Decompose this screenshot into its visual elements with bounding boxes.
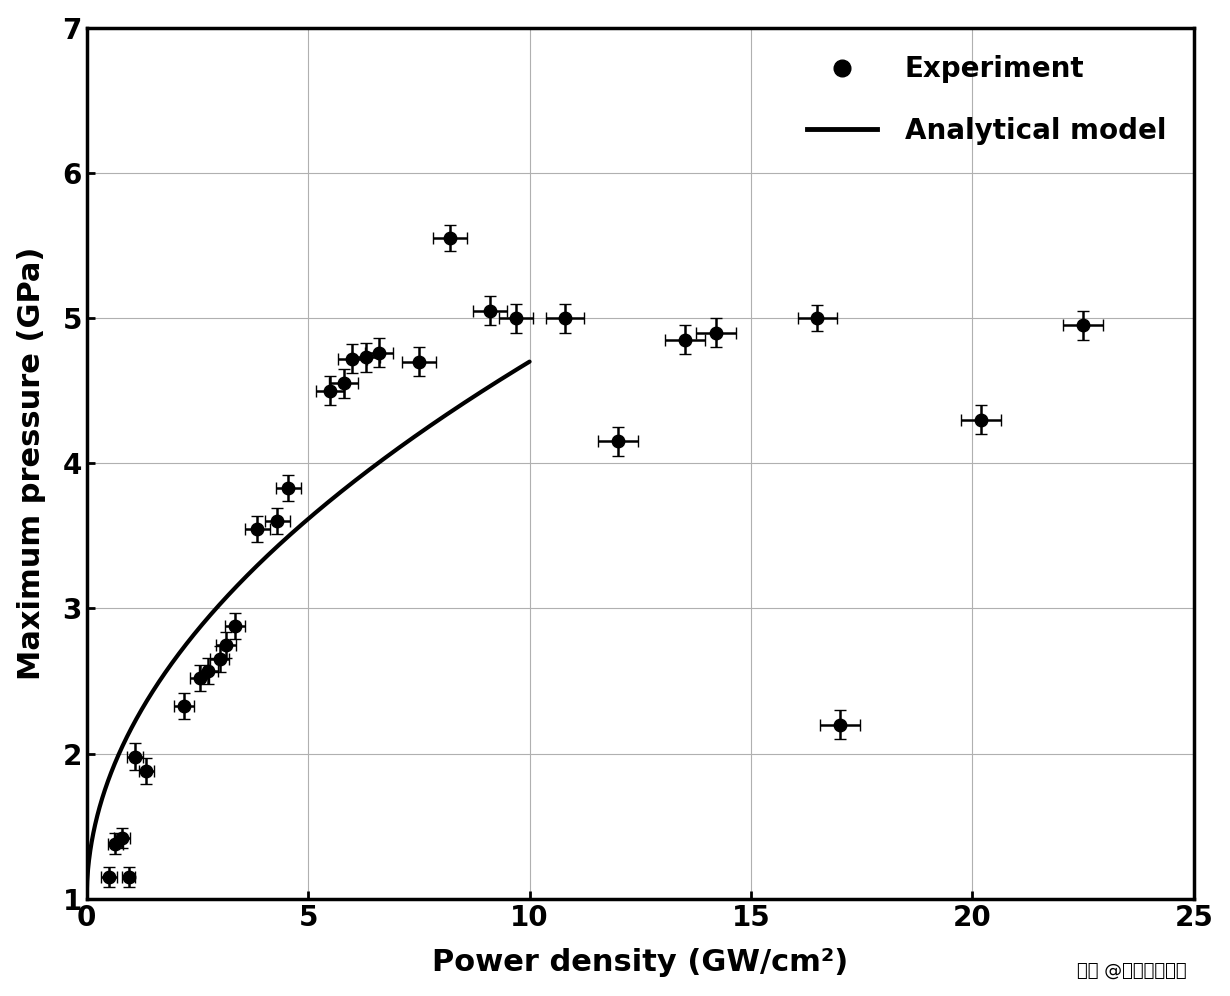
Text: 头条 @江苏激光联盟: 头条 @江苏激光联盟: [1077, 961, 1187, 979]
Legend: Experiment, Analytical model: Experiment, Analytical model: [793, 42, 1180, 158]
X-axis label: Power density (GW/cm²): Power density (GW/cm²): [432, 948, 849, 977]
Y-axis label: Maximum pressure (GPa): Maximum pressure (GPa): [17, 247, 46, 680]
